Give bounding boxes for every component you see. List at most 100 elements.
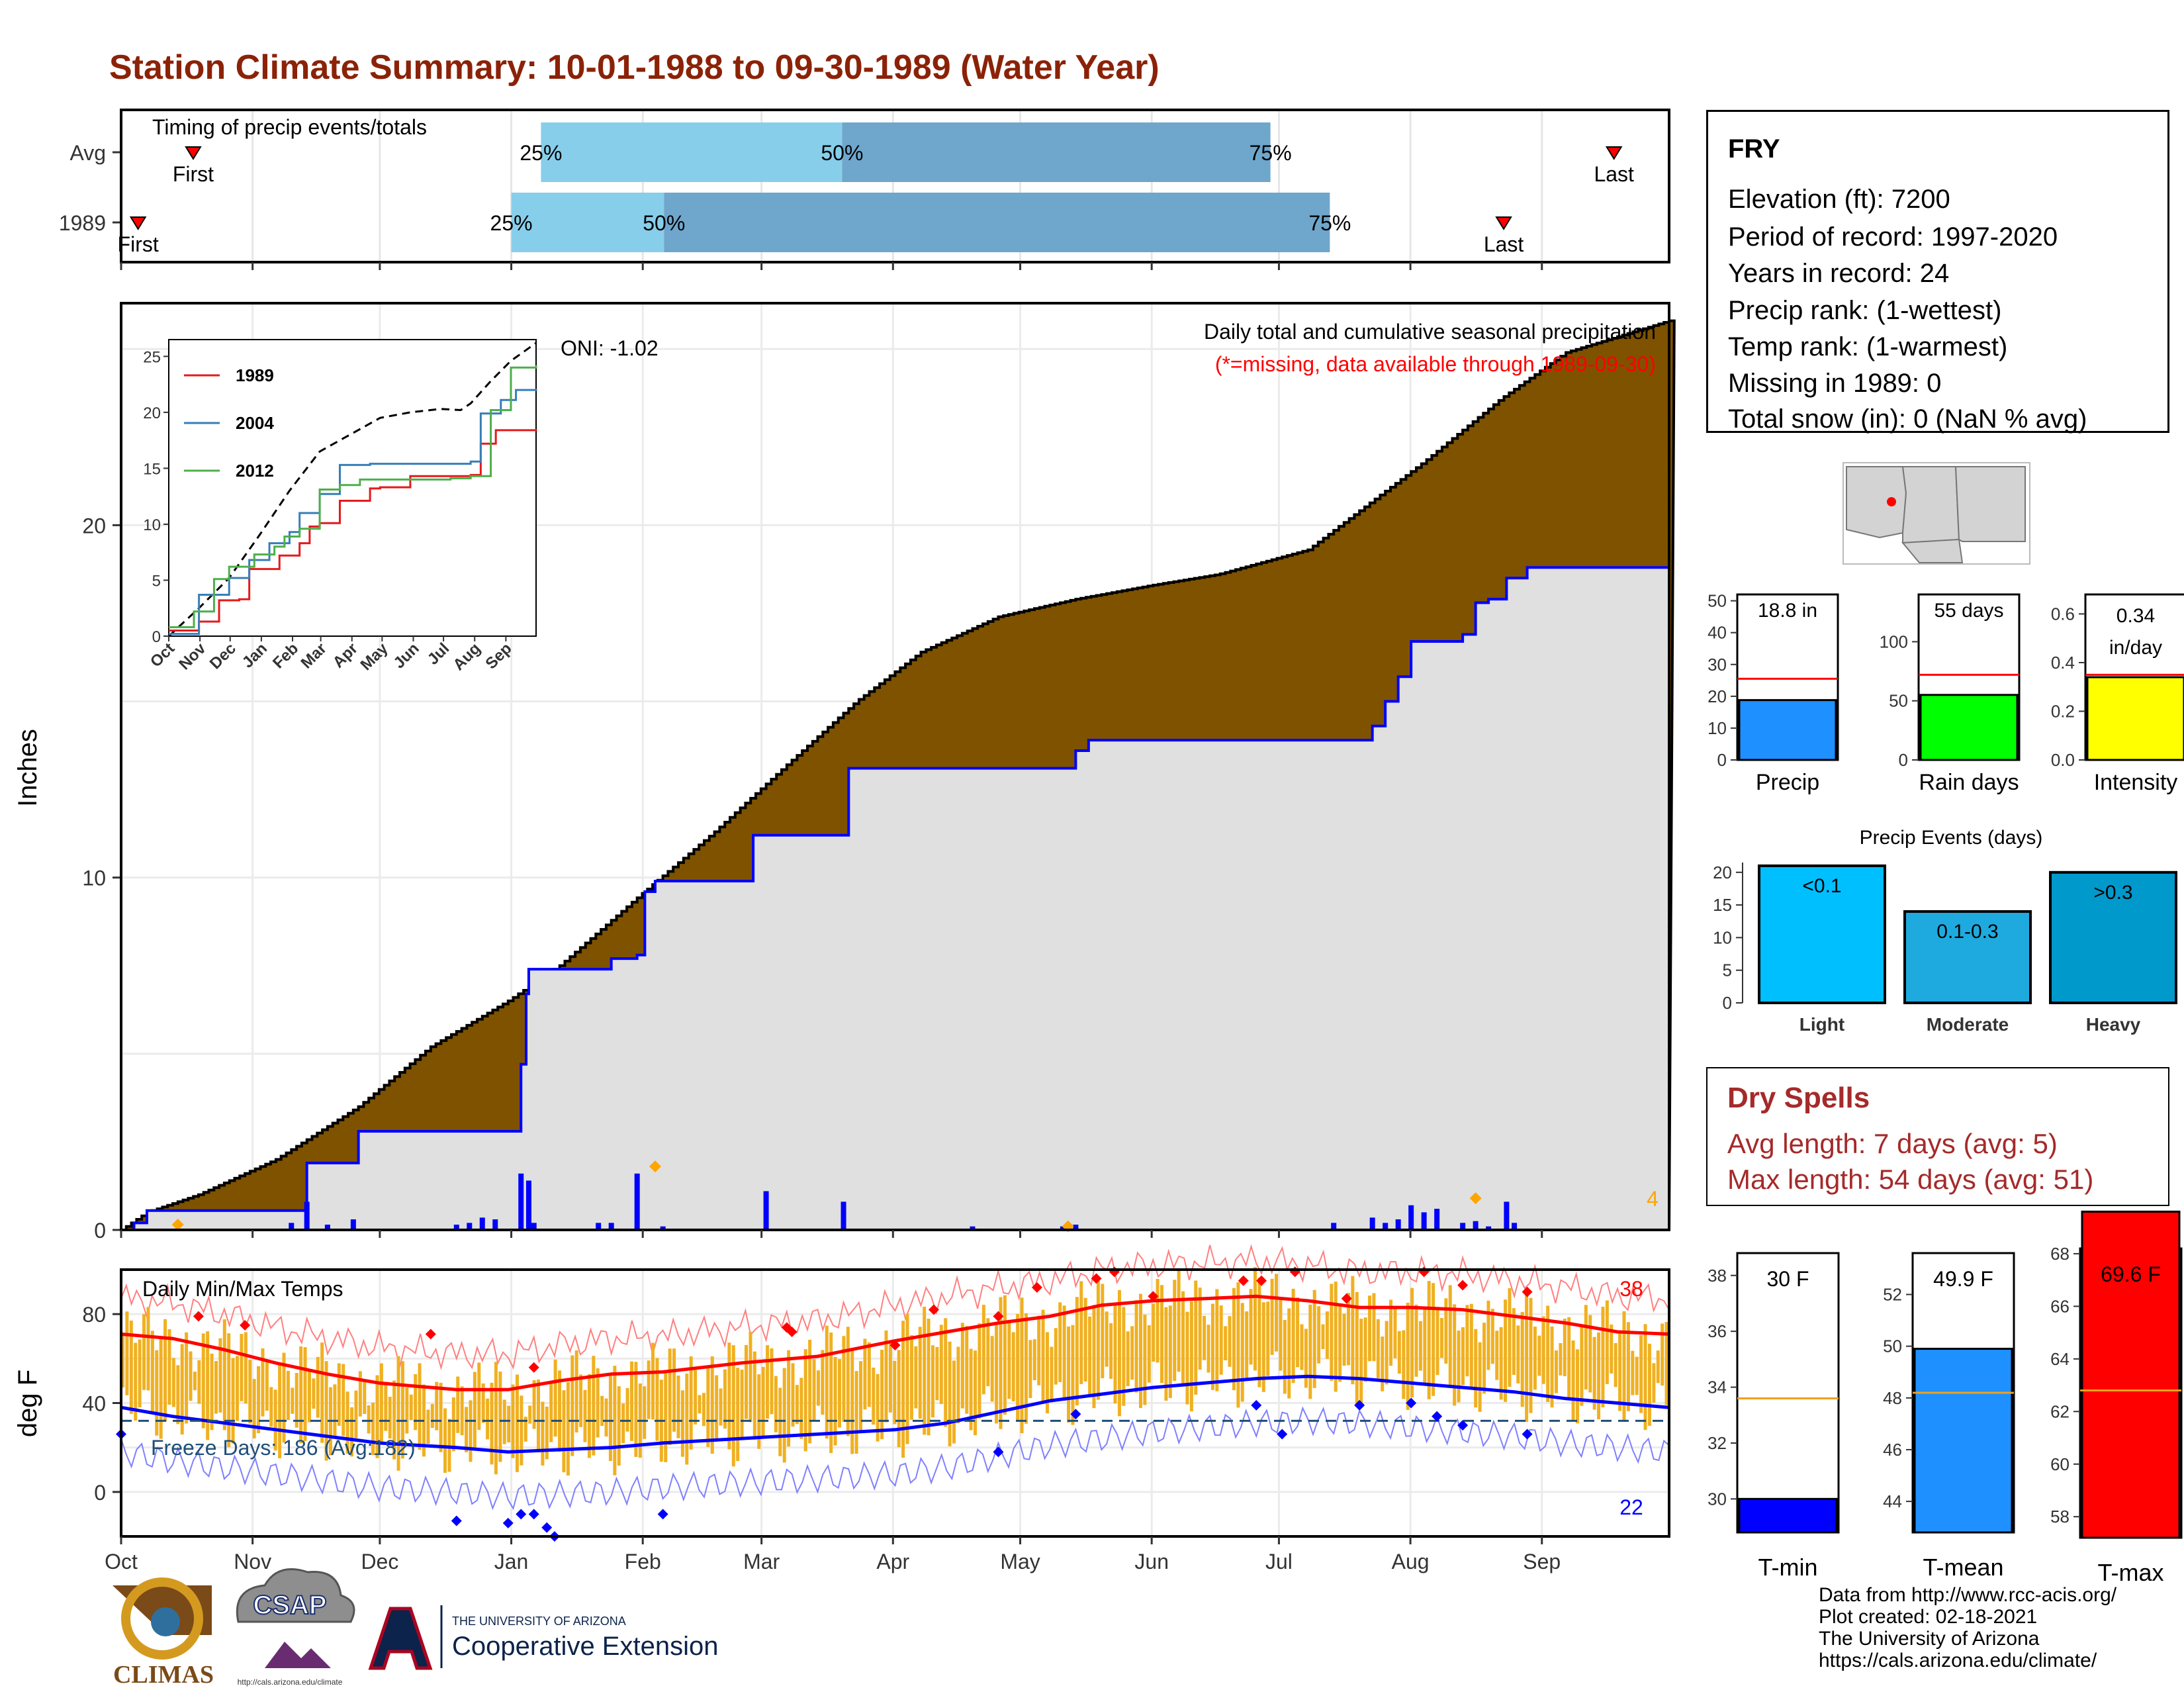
daily-temp-bar: [1385, 1321, 1388, 1385]
daily-temp-bar: [307, 1371, 311, 1423]
summary-bar-tick: 40: [1707, 623, 1727, 643]
daily-temp-bar: [1355, 1291, 1359, 1405]
record-low-marker: [1070, 1409, 1081, 1420]
daily-temp-bar: [1185, 1311, 1189, 1405]
daily-temp-bar: [1652, 1363, 1656, 1403]
daily-temp-bar: [159, 1338, 163, 1439]
daily-temp-bar: [1435, 1309, 1439, 1376]
daily-temp-bar: [523, 1417, 527, 1442]
summary-bar-tick: 10: [1707, 718, 1727, 738]
timing-marker-label: First: [118, 232, 159, 256]
daily-temp-bar: [566, 1382, 570, 1476]
record-high-marker: [1457, 1280, 1469, 1291]
daily-temp-bar: [1016, 1313, 1020, 1421]
precip-event-bar-label: 0.1-0.3: [1936, 921, 1998, 943]
daily-temp-bar: [1647, 1343, 1651, 1426]
summary-bar-tick: 32: [1707, 1433, 1727, 1453]
daily-temp-bar: [350, 1407, 354, 1457]
inset-y-tick: 0: [152, 628, 161, 646]
precip-event-category: Heavy: [2086, 1014, 2141, 1035]
daily-temp-bar: [1173, 1280, 1177, 1382]
daily-temp-bar: [541, 1401, 545, 1466]
daily-precip-bar: [289, 1223, 295, 1230]
daily-precip-bar: [304, 1201, 310, 1230]
daily-precip-bar: [525, 1180, 531, 1230]
daily-precip-bar: [1460, 1223, 1466, 1230]
daily-temp-bar: [121, 1334, 124, 1387]
inset-y-tick: 5: [152, 572, 161, 590]
summary-bar-tick: 20: [1707, 686, 1727, 706]
daily-temp-bar: [1359, 1319, 1363, 1403]
station-period: Period of record: 1997-2020: [1728, 222, 2058, 252]
daily-temp-bar: [248, 1359, 252, 1424]
daily-precip-bar: [763, 1191, 769, 1230]
daily-temp-bar: [1631, 1350, 1635, 1395]
daily-temp-bar: [1028, 1340, 1032, 1399]
summary-bar-tick: 66: [2050, 1296, 2070, 1316]
daily-temp-bar: [1664, 1322, 1668, 1405]
daily-temp-bar: [570, 1355, 574, 1456]
daily-temp-bar: [740, 1370, 744, 1438]
precip-event-tick: 10: [1713, 927, 1732, 947]
record-high-marker: [1091, 1273, 1102, 1284]
daily-temp-bar: [944, 1318, 948, 1427]
daily-temp-bar: [358, 1371, 362, 1417]
daily-temp-bar: [1427, 1281, 1431, 1399]
daily-temp-bar: [303, 1347, 307, 1441]
y-tick-label: 0: [94, 1481, 106, 1505]
daily-temp-bar: [1469, 1303, 1473, 1388]
daily-temp-bar: [854, 1371, 858, 1454]
daily-temp-bar: [1058, 1302, 1062, 1382]
daily-temp-bar: [821, 1350, 825, 1415]
timing-panel: Timing of precip events/totals Avg 25% 50% 7…: [59, 109, 1670, 270]
daily-temp-bar: [553, 1359, 557, 1437]
daily-temp-bar: [680, 1390, 684, 1457]
daily-temp-bar: [507, 1405, 511, 1443]
summary-bar-tick: 36: [1707, 1321, 1727, 1341]
daily-temp-bar: [1203, 1315, 1206, 1360]
daily-temp-bar: [1261, 1302, 1265, 1392]
daily-temp-bar: [1351, 1276, 1355, 1385]
precip-events-title: Precip Events (days): [1860, 827, 2043, 849]
csap-logo-url: http://cals.arizona.edu/climate: [238, 1677, 343, 1687]
daily-temp-bar: [1406, 1303, 1410, 1410]
daily-temp-bar: [1037, 1315, 1041, 1385]
daily-temp-bar: [990, 1336, 994, 1402]
daily-temp-bar: [400, 1361, 404, 1459]
precip-event-tick: 20: [1713, 863, 1732, 882]
record-marker: [1469, 1192, 1482, 1205]
timing-label: Timing of precip events/totals: [152, 115, 427, 139]
record-low-marker: [1432, 1411, 1443, 1422]
month-label: Mar: [743, 1550, 780, 1573]
daily-temp-bar: [1334, 1282, 1338, 1392]
month-label: Jan: [494, 1550, 529, 1573]
daily-temp-bar: [1490, 1309, 1494, 1364]
record-low-marker: [516, 1509, 527, 1520]
daily-temp-bar: [1296, 1297, 1300, 1368]
daily-temp-bar: [1516, 1325, 1520, 1383]
record-high-marker: [1341, 1293, 1352, 1304]
climas-logo-text: CLIMAS: [113, 1661, 214, 1688]
daily-temp-bar: [592, 1356, 596, 1456]
daily-temp-bar: [1432, 1283, 1435, 1396]
daily-temp-bar: [1639, 1335, 1643, 1413]
temp-ylabel: deg F: [13, 1370, 42, 1437]
daily-temp-bar: [375, 1375, 379, 1458]
summary-bar-frame: [1736, 1252, 1840, 1534]
daily-temp-bar: [405, 1387, 409, 1434]
daily-temp-bar: [782, 1368, 786, 1463]
daily-temp-bar: [1418, 1321, 1422, 1371]
daily-temp-bar: [655, 1358, 659, 1441]
x-axis: Oct Nov Dec Jan Feb Mar Apr May Jun Jul Aug Sep: [105, 1536, 1561, 1573]
daily-temp-bar: [1300, 1324, 1304, 1370]
freeze-days-label: Freeze Days: 186 (Avg:182): [151, 1436, 416, 1460]
daily-temp-bar: [694, 1370, 698, 1425]
daily-temp-bar: [1554, 1350, 1558, 1393]
daily-temp-bar: [1508, 1288, 1512, 1387]
credit-line: Data from http://www.rcc-acis.org/: [1819, 1584, 2117, 1606]
record-high-marker: [1256, 1275, 1267, 1286]
daily-temp-bar: [1533, 1327, 1537, 1390]
daily-temp-bar: [1618, 1330, 1622, 1411]
daily-temp-bar: [1126, 1331, 1130, 1387]
daily-temp-bar: [897, 1350, 901, 1448]
